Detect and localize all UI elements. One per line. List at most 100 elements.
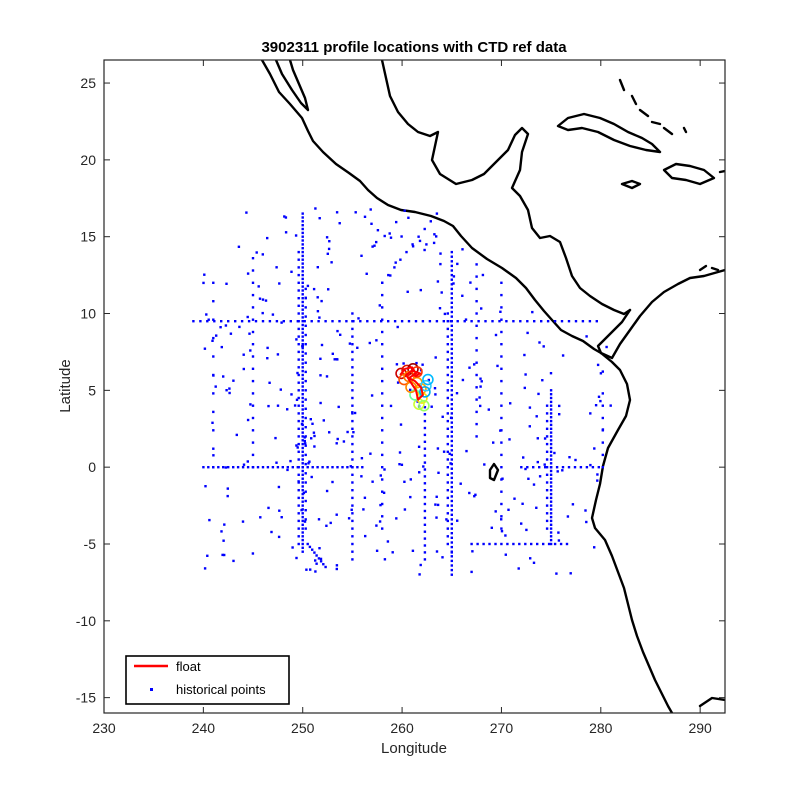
historical-point: [446, 481, 449, 484]
historical-point: [589, 463, 592, 467]
historical-point: [251, 552, 255, 555]
historical-point: [601, 416, 604, 420]
historical-point: [525, 528, 528, 532]
historical-point: [229, 332, 233, 335]
historical-point: [477, 320, 480, 323]
historical-point: [381, 441, 384, 444]
historical-point: [568, 456, 571, 459]
historical-point: [597, 395, 601, 398]
historical-point: [450, 310, 453, 314]
historical-point: [378, 520, 382, 523]
historical-point: [356, 346, 359, 349]
historical-point: [446, 527, 449, 530]
historical-point: [500, 330, 503, 334]
historical-point: [584, 509, 587, 512]
coastline-layer: [260, 60, 725, 713]
historical-point: [450, 490, 453, 493]
historical-point: [316, 296, 319, 299]
historical-point: [450, 555, 453, 558]
historical-point: [251, 281, 255, 284]
historical-point: [553, 320, 557, 323]
historical-point: [417, 445, 421, 448]
historical-point: [501, 477, 504, 480]
historical-point: [423, 248, 426, 252]
historical-point: [596, 473, 599, 476]
historical-point: [295, 338, 298, 341]
historical-point: [546, 320, 550, 323]
historical-point: [482, 542, 485, 546]
historical-point: [251, 330, 255, 334]
historical-point: [319, 357, 322, 360]
float-track-line: [399, 366, 424, 401]
historical-point: [351, 504, 354, 507]
historical-point: [303, 320, 306, 323]
historical-point: [573, 466, 577, 469]
historical-point: [549, 416, 553, 419]
historical-point: [449, 462, 452, 465]
historical-point: [301, 481, 304, 484]
historical-point: [271, 466, 275, 469]
historical-point: [351, 550, 354, 553]
historical-point: [446, 412, 449, 415]
historical-point: [524, 467, 527, 471]
historical-point: [549, 412, 553, 415]
historical-point: [388, 232, 391, 235]
historical-point: [474, 493, 477, 496]
historical-point: [225, 389, 228, 392]
historical-point: [296, 371, 299, 375]
historical-point: [450, 384, 453, 387]
historical-point: [469, 281, 472, 284]
historical-point: [450, 472, 453, 475]
historical-point: [286, 466, 289, 469]
historical-point: [240, 320, 244, 323]
historical-point: [389, 404, 393, 408]
historical-point: [351, 473, 354, 476]
historical-point: [301, 523, 304, 526]
historical-point: [351, 442, 354, 446]
historical-point: [297, 358, 300, 361]
historical-point: [304, 296, 307, 299]
historical-point: [347, 517, 351, 520]
historical-point: [301, 258, 304, 261]
historical-point: [591, 466, 595, 469]
historical-point: [300, 508, 303, 512]
historical-point: [297, 535, 300, 538]
historical-point: [304, 462, 307, 466]
historical-point: [297, 504, 300, 507]
historical-point: [545, 419, 549, 423]
historical-point: [280, 516, 283, 519]
historical-point: [475, 373, 478, 377]
historical-point: [461, 248, 464, 251]
historical-point: [593, 447, 596, 450]
historical-point: [596, 479, 599, 482]
historical-point: [557, 539, 561, 542]
historical-point: [381, 379, 384, 383]
historical-point: [500, 527, 503, 530]
historical-point: [301, 504, 304, 507]
historical-point: [304, 287, 307, 291]
historical-point: [382, 491, 386, 494]
historical-point: [455, 392, 459, 395]
historical-point: [383, 234, 386, 238]
historical-point: [446, 381, 449, 384]
historical-point: [301, 331, 304, 334]
y-tick-label: 20: [80, 152, 96, 168]
historical-point: [325, 524, 328, 527]
historical-point: [423, 489, 427, 492]
historical-point: [494, 510, 497, 513]
historical-point: [470, 542, 473, 546]
historical-point: [446, 404, 449, 407]
historical-point: [301, 285, 304, 288]
historical-point: [533, 320, 536, 323]
historical-point: [569, 572, 572, 575]
historical-point: [545, 404, 549, 407]
historical-point: [301, 224, 304, 227]
historical-point: [381, 429, 384, 432]
historical-point: [393, 320, 397, 323]
historical-point: [331, 466, 334, 469]
historical-point: [205, 313, 208, 316]
historical-point: [470, 570, 473, 574]
cuba-coastline: [556, 112, 662, 154]
historical-point: [403, 480, 406, 483]
historical-point: [450, 573, 453, 576]
